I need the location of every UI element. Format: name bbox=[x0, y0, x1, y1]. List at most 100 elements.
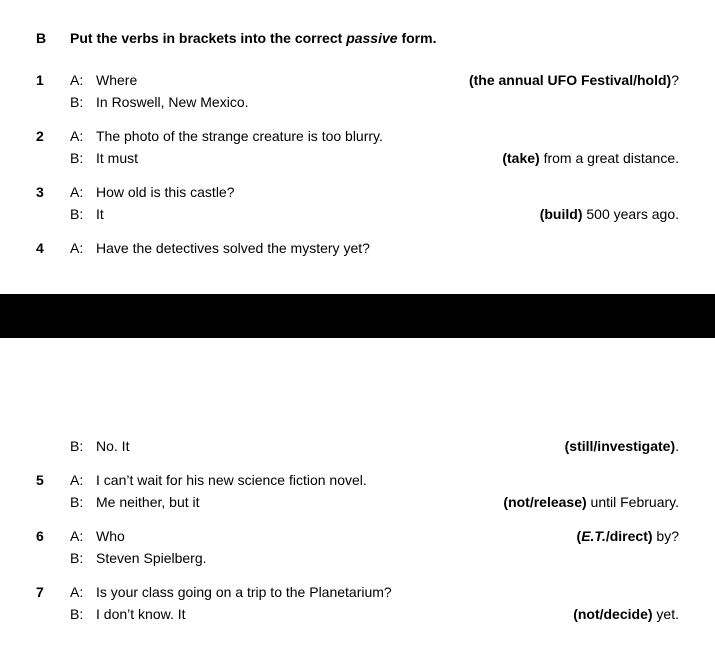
dialogue-line-b: B: It (build) 500 years ago. bbox=[70, 206, 679, 222]
item-number: 5 bbox=[36, 472, 70, 516]
line-left: Who bbox=[96, 528, 125, 544]
line-right: (E.T./direct) by? bbox=[569, 528, 679, 544]
speaker-label: B: bbox=[70, 494, 96, 510]
item-number: 1 bbox=[36, 72, 70, 116]
speaker-label: A: bbox=[70, 240, 96, 256]
line-left: Steven Spielberg. bbox=[96, 550, 207, 566]
tail-text: by? bbox=[653, 528, 679, 544]
line-left: It bbox=[96, 206, 104, 222]
dialogue-line-a: A: How old is this castle? bbox=[70, 184, 679, 200]
section-label: B bbox=[36, 30, 70, 46]
tail-text: yet. bbox=[653, 606, 679, 622]
line-left: Have the detectives solved the mystery y… bbox=[96, 240, 370, 256]
exercise-page-bottom: B: No. It (still/investigate). 5 A: I ca… bbox=[0, 438, 715, 660]
line-content: Is your class going on a trip to the Pla… bbox=[96, 584, 679, 600]
item-number: 6 bbox=[36, 528, 70, 572]
dialogue-line-a: A: Who (E.T./direct) by? bbox=[70, 528, 679, 544]
speaker-label: B: bbox=[70, 606, 96, 622]
page-divider bbox=[0, 294, 715, 338]
speaker-label: B: bbox=[70, 94, 96, 110]
line-right: (the annual UFO Festival/hold)? bbox=[461, 72, 679, 88]
item-body: A: How old is this castle? B: It (build)… bbox=[70, 184, 679, 228]
exercise-item: 1 A: Where (the annual UFO Festival/hold… bbox=[36, 72, 679, 116]
dialogue-line-a: A: I can’t wait for his new science fict… bbox=[70, 472, 679, 488]
item-number: 2 bbox=[36, 128, 70, 172]
speaker-label: B: bbox=[70, 206, 96, 222]
item-number bbox=[36, 438, 70, 460]
item-number: 7 bbox=[36, 584, 70, 628]
line-content: How old is this castle? bbox=[96, 184, 679, 200]
dialogue-line-b: B: No. It (still/investigate). bbox=[70, 438, 679, 454]
exercise-item: 4 A: Have the detectives solved the myst… bbox=[36, 240, 679, 262]
line-right: (still/investigate). bbox=[557, 438, 679, 454]
tail-text: from a great distance. bbox=[540, 150, 679, 166]
line-content: It (build) 500 years ago. bbox=[96, 206, 679, 222]
speaker-label: A: bbox=[70, 584, 96, 600]
instruction-pre: Put the verbs in brackets into the corre… bbox=[70, 30, 346, 46]
line-left: It must bbox=[96, 150, 138, 166]
item-number: 3 bbox=[36, 184, 70, 228]
instruction-em: passive bbox=[346, 30, 397, 46]
line-content: Have the detectives solved the mystery y… bbox=[96, 240, 679, 256]
line-content: The photo of the strange creature is too… bbox=[96, 128, 679, 144]
line-left: Where bbox=[96, 72, 137, 88]
line-left: Is your class going on a trip to the Pla… bbox=[96, 584, 392, 600]
line-left: Me neither, but it bbox=[96, 494, 200, 510]
item-body: A: I can’t wait for his new science fict… bbox=[70, 472, 679, 516]
line-left: How old is this castle? bbox=[96, 184, 235, 200]
item-body: B: No. It (still/investigate). bbox=[70, 438, 679, 460]
dialogue-line-b: B: Steven Spielberg. bbox=[70, 550, 679, 566]
line-right: (not/release) until February. bbox=[495, 494, 679, 510]
dialogue-line-b: B: I don’t know. It (not/decide) yet. bbox=[70, 606, 679, 622]
exercise-item: 7 A: Is your class going on a trip to th… bbox=[36, 584, 679, 628]
line-left: I don’t know. It bbox=[96, 606, 186, 622]
dialogue-line-a: A: Have the detectives solved the myster… bbox=[70, 240, 679, 256]
speaker-label: A: bbox=[70, 472, 96, 488]
line-left: No. It bbox=[96, 438, 129, 454]
instruction-text: Put the verbs in brackets into the corre… bbox=[70, 30, 436, 46]
exercise-page-top: B Put the verbs in brackets into the cor… bbox=[0, 0, 715, 294]
dialogue-line-a: A: Where (the annual UFO Festival/hold)? bbox=[70, 72, 679, 88]
bracket-post: /direct) bbox=[606, 528, 653, 544]
exercise-item: 3 A: How old is this castle? B: It (buil… bbox=[36, 184, 679, 228]
instruction-post: form. bbox=[398, 30, 437, 46]
item-body: A: Is your class going on a trip to the … bbox=[70, 584, 679, 628]
speaker-label: B: bbox=[70, 150, 96, 166]
tail-text: until February. bbox=[587, 494, 679, 510]
speaker-label: B: bbox=[70, 550, 96, 566]
bracket-text: (take) bbox=[502, 150, 539, 166]
item-number: 4 bbox=[36, 240, 70, 262]
line-content: I don’t know. It (not/decide) yet. bbox=[96, 606, 679, 622]
tail-text: 500 years ago. bbox=[582, 206, 679, 222]
dialogue-line-b: B: Me neither, but it (not/release) unti… bbox=[70, 494, 679, 510]
exercise-item: B: No. It (still/investigate). bbox=[36, 438, 679, 460]
speaker-label: A: bbox=[70, 72, 96, 88]
item-body: A: Have the detectives solved the myster… bbox=[70, 240, 679, 262]
tail-text: . bbox=[675, 438, 679, 454]
line-content: I can’t wait for his new science fiction… bbox=[96, 472, 679, 488]
bracket-em: E.T. bbox=[581, 528, 606, 544]
exercise-item: 5 A: I can’t wait for his new science fi… bbox=[36, 472, 679, 516]
tail-text: ? bbox=[671, 72, 679, 88]
bracket-text: (not/release) bbox=[503, 494, 586, 510]
item-body: A: Where (the annual UFO Festival/hold)?… bbox=[70, 72, 679, 116]
dialogue-line-b: B: It must (take) from a great distance. bbox=[70, 150, 679, 166]
line-right: (build) 500 years ago. bbox=[532, 206, 679, 222]
line-content: Who (E.T./direct) by? bbox=[96, 528, 679, 544]
line-content: Steven Spielberg. bbox=[96, 550, 679, 566]
speaker-label: A: bbox=[70, 528, 96, 544]
speaker-label: B: bbox=[70, 438, 96, 454]
page-spacer bbox=[0, 338, 715, 438]
line-content: Me neither, but it (not/release) until F… bbox=[96, 494, 679, 510]
item-body: A: The photo of the strange creature is … bbox=[70, 128, 679, 172]
item-body: A: Who (E.T./direct) by? B: Steven Spiel… bbox=[70, 528, 679, 572]
speaker-label: A: bbox=[70, 184, 96, 200]
line-right: (take) from a great distance. bbox=[494, 150, 679, 166]
dialogue-line-a: A: Is your class going on a trip to the … bbox=[70, 584, 679, 600]
exercise-item: 2 A: The photo of the strange creature i… bbox=[36, 128, 679, 172]
line-left: In Roswell, New Mexico. bbox=[96, 94, 249, 110]
line-content: It must (take) from a great distance. bbox=[96, 150, 679, 166]
line-left: I can’t wait for his new science fiction… bbox=[96, 472, 367, 488]
bracket-text: (the annual UFO Festival/hold) bbox=[469, 72, 671, 88]
instruction-row: B Put the verbs in brackets into the cor… bbox=[36, 30, 679, 46]
